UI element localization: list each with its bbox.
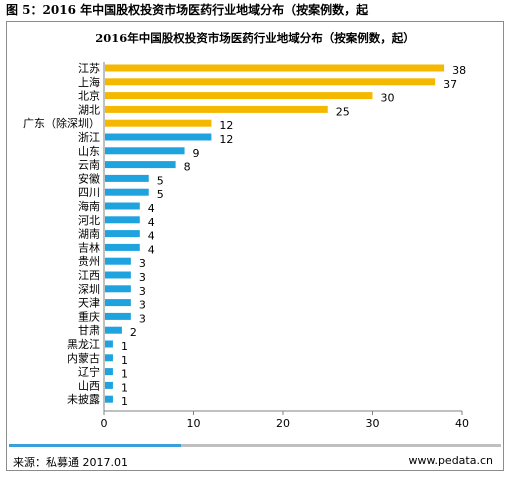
figure-caption: 图 5：2016 年中国股权投资市场医药行业地域分布（按案例数，起 — [6, 3, 369, 17]
x-tick-label: 10 — [187, 417, 201, 430]
category-label: 辽宁 — [78, 365, 100, 379]
data-label: 1 — [121, 368, 128, 381]
data-label: 1 — [121, 395, 128, 408]
data-label: 12 — [219, 119, 233, 132]
data-label: 3 — [139, 257, 146, 270]
data-label: 3 — [139, 312, 146, 325]
bar — [105, 147, 185, 155]
x-tick-label: 30 — [366, 417, 380, 430]
bar — [105, 216, 140, 224]
data-label: 4 — [148, 202, 155, 215]
website-label: www.pedata.cn — [408, 454, 493, 467]
bar — [105, 381, 113, 389]
bar — [105, 119, 212, 127]
bar — [105, 202, 140, 210]
category-label: 广东（除深圳） — [23, 116, 100, 130]
bar — [105, 354, 113, 362]
x-tick-label: 40 — [455, 417, 469, 430]
category-label: 北京 — [78, 89, 100, 103]
bar — [105, 326, 122, 334]
bar — [105, 64, 445, 72]
data-label: 9 — [193, 147, 200, 160]
bar — [105, 271, 131, 279]
data-label: 4 — [148, 230, 155, 243]
data-label: 3 — [139, 285, 146, 298]
bar — [105, 161, 176, 169]
data-label: 3 — [139, 271, 146, 284]
bar — [105, 174, 149, 182]
x-tick-label: 0 — [101, 417, 108, 430]
category-label: 安徽 — [78, 171, 100, 185]
data-label: 30 — [381, 92, 395, 105]
data-label: 1 — [121, 354, 128, 367]
progress-bar — [9, 444, 501, 447]
category-label: 四川 — [78, 186, 100, 199]
category-label: 天津 — [78, 297, 100, 310]
category-label: 贵州 — [78, 255, 100, 268]
category-label: 黑龙江 — [67, 338, 100, 351]
data-label: 37 — [443, 78, 457, 91]
category-label: 上海 — [78, 75, 100, 89]
bar — [105, 133, 212, 141]
bar — [105, 285, 131, 293]
category-label: 湖北 — [78, 103, 100, 116]
bar — [105, 230, 140, 238]
category-label: 浙江 — [78, 131, 100, 144]
data-label: 12 — [219, 133, 233, 146]
bar — [105, 395, 113, 403]
data-label: 5 — [157, 188, 164, 201]
category-label: 江西 — [78, 269, 100, 282]
bar — [105, 368, 113, 376]
data-label: 3 — [139, 299, 146, 312]
data-label: 38 — [452, 64, 466, 77]
bar — [105, 257, 131, 265]
chart-title: 2016年中国股权投资市场医药行业地域分布（按案例数，起） — [95, 31, 415, 45]
category-label: 吉林 — [78, 240, 100, 254]
bar — [105, 105, 328, 113]
category-label: 山东 — [78, 145, 100, 158]
bar — [105, 188, 149, 196]
data-label: 1 — [121, 340, 128, 353]
category-label: 海南 — [78, 199, 100, 213]
category-label: 未披露 — [67, 392, 100, 406]
data-label: 8 — [184, 161, 191, 174]
category-label: 河北 — [78, 214, 100, 227]
bar — [105, 92, 373, 100]
category-label: 内蒙古 — [67, 351, 100, 365]
bar — [105, 340, 113, 348]
bar — [105, 312, 131, 320]
data-label: 5 — [157, 174, 164, 187]
category-label: 重庆 — [78, 309, 100, 323]
data-label: 4 — [148, 216, 155, 229]
bar — [105, 299, 131, 307]
data-label: 1 — [121, 381, 128, 394]
category-label: 甘肃 — [78, 324, 100, 337]
data-label: 25 — [336, 105, 350, 118]
category-label: 江苏 — [78, 62, 100, 75]
chart-frame: 2016年中国股权投资市场医药行业地域分布（按案例数，起） 0 10 20 30 40 江… — [6, 21, 504, 471]
progress-bar-fill — [9, 444, 182, 447]
category-label: 深圳 — [78, 283, 100, 296]
data-label: 4 — [148, 243, 155, 256]
x-tick-label: 20 — [276, 417, 290, 430]
data-label: 2 — [130, 326, 137, 339]
bar — [105, 243, 140, 251]
source-note: 来源：私募通 2017.01 — [13, 456, 128, 469]
category-label: 湖南 — [78, 228, 100, 241]
category-label: 云南 — [78, 159, 100, 172]
bar — [105, 78, 436, 86]
category-label: 山西 — [78, 379, 100, 392]
